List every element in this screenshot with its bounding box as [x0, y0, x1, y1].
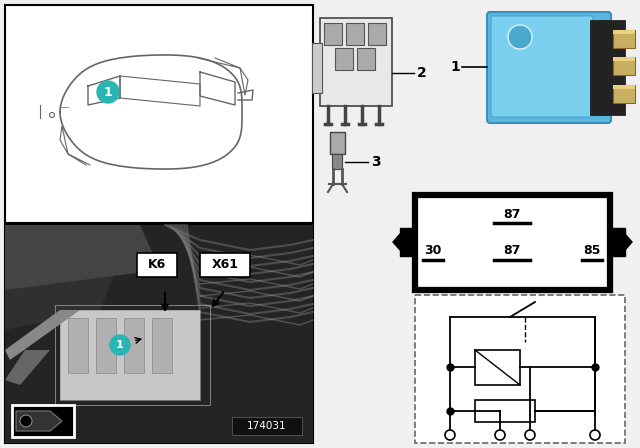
Text: 30: 30 [424, 245, 442, 258]
Text: 471306: 471306 [569, 435, 611, 445]
Bar [232, 417, 302, 435]
Bar [320, 18, 392, 106]
Bar [475, 400, 535, 422]
Text: 174031: 174031 [247, 421, 287, 431]
Bar [5, 225, 313, 443]
Bar [475, 350, 520, 385]
Bar [613, 85, 635, 103]
Text: 2: 2 [417, 66, 427, 80]
Bar [137, 253, 177, 277]
Bar [12, 405, 74, 437]
Polygon shape [625, 234, 632, 250]
Bar [55, 305, 210, 405]
Polygon shape [400, 228, 415, 256]
Circle shape [20, 415, 32, 427]
Polygon shape [5, 350, 50, 385]
Text: K6: K6 [148, 258, 166, 271]
Bar [335, 48, 353, 70]
Bar [124, 318, 144, 373]
Circle shape [508, 25, 532, 49]
Bar [332, 154, 342, 169]
Bar [96, 318, 116, 373]
Polygon shape [5, 310, 80, 360]
Bar [613, 30, 635, 48]
Circle shape [590, 430, 600, 440]
Polygon shape [120, 76, 200, 106]
Bar [324, 23, 342, 45]
Bar [415, 195, 610, 290]
Bar [613, 85, 635, 89]
Bar [613, 57, 635, 61]
Polygon shape [5, 225, 160, 290]
Bar [368, 23, 386, 45]
Bar [60, 310, 200, 400]
Bar [357, 48, 375, 70]
Bar [613, 57, 635, 75]
Bar [590, 20, 625, 115]
Text: 3: 3 [371, 155, 381, 169]
Polygon shape [88, 76, 120, 105]
Polygon shape [393, 234, 400, 250]
FancyBboxPatch shape [491, 16, 593, 117]
Polygon shape [610, 228, 625, 256]
Bar [346, 23, 364, 45]
Text: 1: 1 [116, 340, 124, 350]
Text: 85: 85 [583, 245, 601, 258]
Bar [5, 5, 313, 223]
Text: 1: 1 [104, 86, 113, 99]
Bar [60, 310, 200, 400]
Text: 1: 1 [450, 60, 460, 74]
Polygon shape [16, 411, 62, 431]
Bar [415, 295, 625, 443]
Bar [5, 225, 313, 443]
Bar [152, 318, 172, 373]
Text: X61: X61 [211, 258, 239, 271]
Text: 87: 87 [503, 208, 521, 221]
Bar [200, 253, 250, 277]
Text: 87: 87 [503, 245, 521, 258]
Bar [68, 318, 88, 373]
Bar [330, 132, 345, 154]
Polygon shape [200, 72, 235, 105]
Polygon shape [5, 225, 120, 330]
Circle shape [525, 430, 535, 440]
Circle shape [110, 335, 130, 355]
Circle shape [495, 430, 505, 440]
Bar [613, 30, 635, 34]
FancyBboxPatch shape [487, 12, 611, 123]
Circle shape [445, 430, 455, 440]
Circle shape [97, 81, 119, 103]
Bar [312, 43, 322, 93]
